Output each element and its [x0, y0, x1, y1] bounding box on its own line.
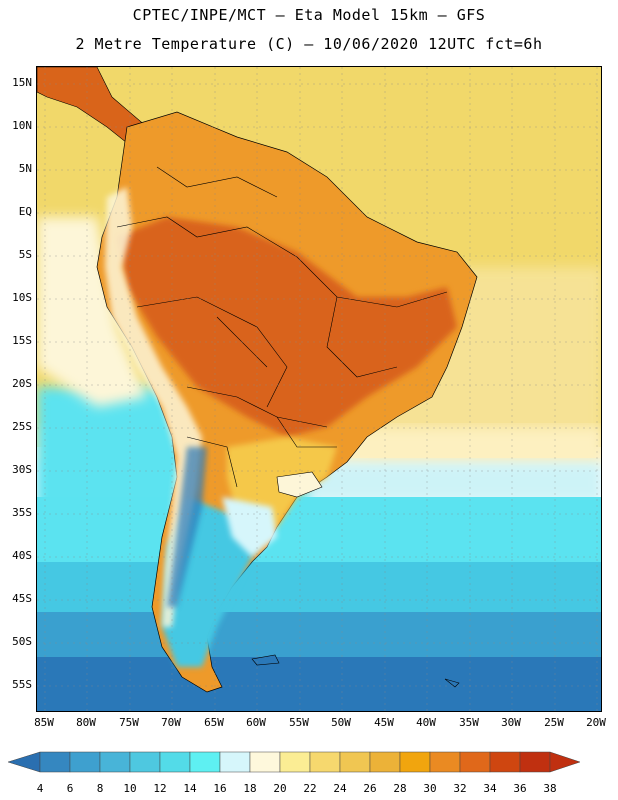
- andes-range: [105, 187, 202, 627]
- map-canvas: [37, 67, 601, 711]
- colorbar-swatch: [369, 751, 401, 773]
- colorbar-arrow-low: [7, 751, 41, 773]
- ocean-band-deeper: [37, 657, 601, 711]
- map-subtitle: 2 Metre Temperature (C) – 10/06/2020 12U…: [75, 35, 543, 53]
- colorbar-label: 26: [363, 782, 377, 795]
- temperature-map: [36, 66, 602, 712]
- colorbar-swatch: [519, 751, 551, 773]
- colorbar-swatch: [39, 751, 71, 773]
- south-georgia: [444, 678, 460, 688]
- lon-label: 20W: [586, 716, 606, 729]
- lon-label: 70W: [161, 716, 181, 729]
- lat-label: 25S: [12, 420, 32, 433]
- colorbar-swatch: [309, 751, 341, 773]
- lon-label: 65W: [204, 716, 224, 729]
- colorbar-label: 34: [483, 782, 497, 795]
- colorbar-label: 18: [243, 782, 257, 795]
- lon-label: 35W: [459, 716, 479, 729]
- colorbar-swatch: [399, 751, 431, 773]
- colorbar-label: 14: [183, 782, 197, 795]
- lat-label: 20S: [12, 377, 32, 390]
- graticule: [37, 67, 601, 711]
- colorbar-arrow-high: [549, 751, 581, 773]
- lat-label: EQ: [18, 205, 32, 218]
- lon-label: 50W: [331, 716, 351, 729]
- colorbar-label: 28: [393, 782, 407, 795]
- colorbar-swatches: [7, 751, 581, 773]
- colorbar-swatch: [219, 751, 251, 773]
- lon-label: 40W: [416, 716, 436, 729]
- colorbar-swatch: [129, 751, 161, 773]
- colorbar-label: 4: [36, 782, 44, 795]
- colorbar-label: 6: [66, 782, 74, 795]
- rio-de-la-plata: [276, 471, 323, 498]
- colorbar-label: 16: [213, 782, 227, 795]
- colorbar-swatch: [99, 751, 131, 773]
- colorbar-label: 10: [123, 782, 137, 795]
- colorbar-swatch: [69, 751, 101, 773]
- colorbar-label: 20: [273, 782, 287, 795]
- lat-label: 50S: [12, 635, 32, 648]
- lon-label: 75W: [119, 716, 139, 729]
- colorbar-swatch: [159, 751, 191, 773]
- colorbar-label: 22: [303, 782, 317, 795]
- lon-label: 60W: [246, 716, 266, 729]
- lat-label: 10N: [12, 119, 32, 132]
- lon-label: 80W: [76, 716, 96, 729]
- lon-label: 45W: [374, 716, 394, 729]
- patagonia-pale: [222, 497, 277, 557]
- lat-label: 55S: [12, 678, 32, 691]
- lat-label: 40S: [12, 549, 32, 562]
- lon-label: 85W: [34, 716, 54, 729]
- map-title: CPTEC/INPE/MCT – Eta Model 15km – GFS: [132, 6, 486, 24]
- colorbar-label: 12: [153, 782, 167, 795]
- colorbar-label: 8: [96, 782, 104, 795]
- ocean-band-mid: [37, 562, 601, 617]
- colorbar-label: 24: [333, 782, 347, 795]
- pacific-pale-area: [37, 217, 147, 407]
- colorbar-swatch: [279, 751, 311, 773]
- colorbar-label: 32: [453, 782, 467, 795]
- colorbar-swatch: [189, 751, 221, 773]
- temperature-colorbar: [7, 751, 581, 773]
- colorbar-swatch: [489, 751, 521, 773]
- colorbar-swatch: [429, 751, 461, 773]
- colorbar-label: 38: [543, 782, 557, 795]
- colorbar-label: 30: [423, 782, 437, 795]
- lat-label: 5S: [18, 248, 32, 261]
- lat-label: 35S: [12, 506, 32, 519]
- lon-label: 25W: [544, 716, 564, 729]
- lon-label: 30W: [501, 716, 521, 729]
- colorbar-swatch: [459, 751, 491, 773]
- colorbar-label: 36: [513, 782, 527, 795]
- lon-label: 55W: [289, 716, 309, 729]
- lat-label: 15N: [12, 76, 32, 89]
- ocean-band-cyan2: [37, 497, 601, 567]
- colorbar-swatch: [339, 751, 371, 773]
- andes-south-cold: [167, 447, 207, 607]
- lat-label: 45S: [12, 592, 32, 605]
- hot-interior: [117, 217, 457, 437]
- lat-label: 10S: [12, 291, 32, 304]
- lat-label: 5N: [18, 162, 32, 175]
- lat-label: 15S: [12, 334, 32, 347]
- falkland-islands: [251, 654, 280, 666]
- ocean-band-deep: [37, 612, 601, 662]
- lat-label: 30S: [12, 463, 32, 476]
- colorbar-swatch: [249, 751, 281, 773]
